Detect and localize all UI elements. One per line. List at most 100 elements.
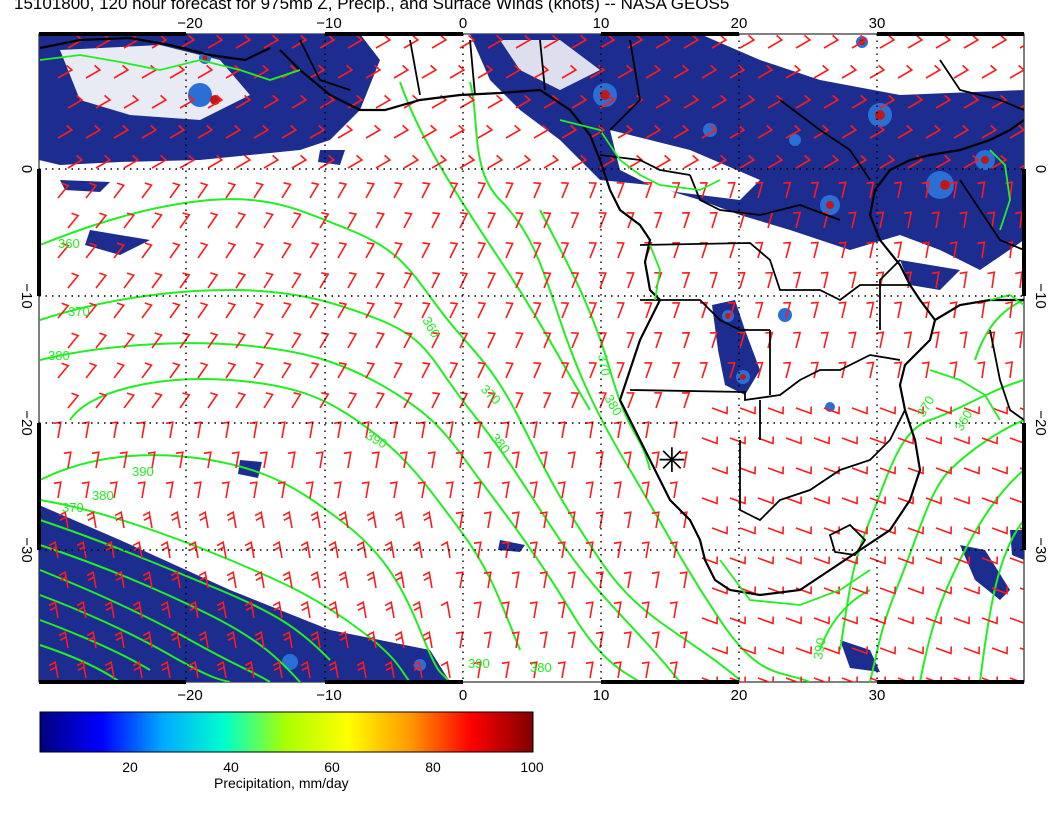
wind-barb (841, 64, 858, 79)
wind-barb (991, 526, 1008, 535)
wind-barb (757, 676, 774, 682)
wind-barb (949, 241, 958, 259)
wind-barb (57, 64, 74, 79)
wind-barb (755, 241, 764, 259)
wind-barb (151, 332, 163, 349)
wind-barb (623, 451, 632, 469)
wind-barb (654, 332, 663, 349)
wind-barb (449, 124, 466, 139)
wind-barb (651, 571, 660, 589)
wind-barb (879, 154, 896, 169)
wind-barb (616, 182, 625, 199)
wind-barb (641, 541, 650, 559)
wind-barb (1009, 617, 1024, 624)
wind-barb (179, 212, 191, 229)
wind-barb (623, 511, 632, 529)
wind-barb (67, 332, 80, 349)
wind-barb (669, 601, 678, 619)
wind-barb (67, 392, 80, 409)
wind-barb (501, 661, 510, 679)
lon-tick-label: 30 (869, 15, 886, 32)
wind-barb (170, 630, 181, 649)
wind-barb (151, 154, 168, 169)
wind-barb (539, 451, 548, 469)
wind-barb (48, 600, 59, 619)
wind-barb (894, 361, 903, 379)
wind-barb (477, 124, 494, 139)
wind-barb (683, 94, 700, 109)
wind-barb (623, 571, 632, 589)
wind-barb (599, 34, 616, 49)
wind-barb (170, 570, 181, 589)
wind-barb (291, 392, 302, 409)
lon-tick-label: 20 (731, 687, 748, 704)
wind-barb (449, 182, 459, 199)
wind-barb (683, 154, 700, 169)
wind-barb (866, 301, 875, 319)
wind-barb (838, 181, 847, 199)
contour-label: 390 (810, 637, 829, 661)
map-title: 15101800, 120 hour forecast for 975mb Z,… (14, 0, 730, 13)
wind-barb (123, 332, 136, 349)
wind-barb (440, 540, 451, 559)
wind-barb (767, 94, 784, 109)
wind-barb (104, 660, 115, 679)
wind-barb (281, 242, 292, 259)
wind-barb (57, 242, 70, 259)
wind-barb (253, 124, 270, 139)
wind-barb (711, 154, 728, 169)
wind-barb (820, 271, 829, 289)
wind-barb (866, 241, 875, 259)
wind-barb (319, 34, 336, 49)
wind-barb (427, 451, 436, 469)
wind-barb (757, 556, 774, 565)
wind-barb (141, 124, 158, 139)
wind-barb (221, 421, 230, 439)
wind-barb (67, 212, 80, 229)
wind-barb (949, 361, 958, 379)
wind-barb (683, 34, 700, 49)
wind-barb (197, 242, 209, 259)
wind-barb (931, 211, 940, 229)
wind-barb (679, 631, 688, 649)
wind-barb (757, 64, 774, 79)
wind-barb (337, 124, 354, 139)
wind-barb (473, 481, 482, 499)
wind-barb (384, 540, 395, 559)
wind-barb (188, 660, 199, 679)
wind-barb (765, 271, 774, 289)
wind-barb (300, 660, 311, 679)
wind-barb (711, 406, 728, 415)
wind-barb (169, 362, 181, 379)
wind-barb (347, 154, 364, 169)
wind-barb (841, 676, 858, 682)
wind-barb (114, 630, 125, 649)
wind-barb (259, 451, 268, 469)
wind-barb (571, 94, 588, 109)
wind-barb (977, 241, 986, 259)
wind-barb (337, 242, 348, 259)
wind-barb (412, 600, 423, 619)
wind-barb (310, 510, 321, 529)
wind-barb (655, 154, 672, 169)
wind-barb (309, 362, 320, 379)
wind-barb (879, 466, 896, 475)
wind-barb (291, 154, 308, 169)
wind-barb (533, 124, 550, 139)
wind-barb (907, 586, 924, 595)
wind-barb (841, 496, 858, 505)
wind-barb (669, 421, 678, 439)
wind-barb (935, 466, 952, 475)
wind-barb (1009, 437, 1024, 444)
lat-tick-label: −10 (18, 283, 35, 308)
wind-barb (477, 361, 487, 379)
wind-barb (169, 124, 186, 139)
wind-barb (679, 451, 688, 469)
wind-barb (53, 481, 62, 499)
lon-tick-label: 10 (593, 15, 610, 32)
wind-barb (95, 94, 112, 109)
wind-barb (272, 660, 283, 679)
wind-barb (375, 392, 385, 409)
wind-barb (132, 600, 143, 619)
wind-barb (571, 212, 580, 229)
